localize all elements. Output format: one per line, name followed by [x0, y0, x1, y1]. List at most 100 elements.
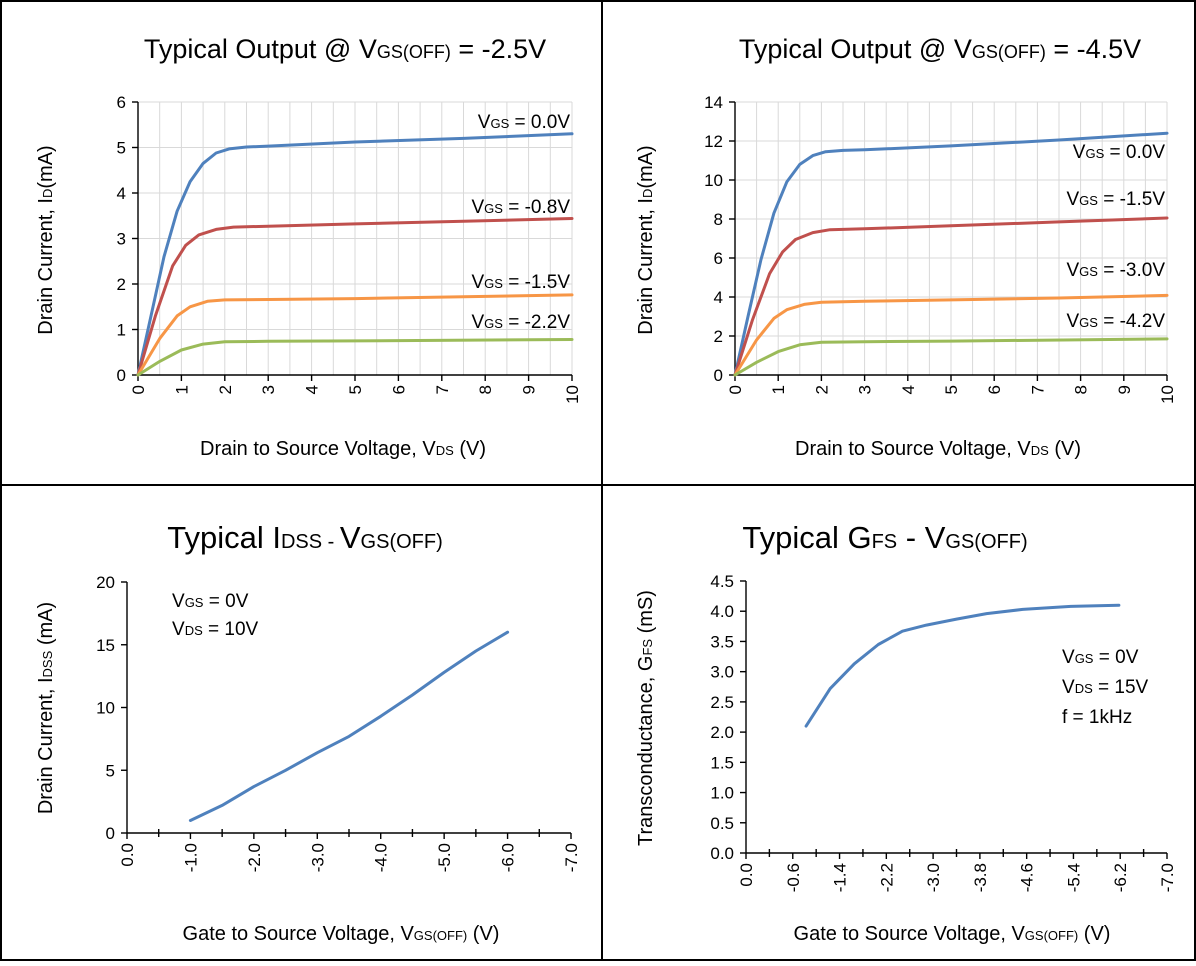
x-tick-label: 9 [520, 385, 539, 394]
chart-annotation: VDS = 15V [1062, 677, 1149, 698]
y-tick-label: 1.5 [710, 753, 734, 772]
y-tick-label: 2 [714, 327, 723, 346]
series-label: VGS = 0.0V [1073, 142, 1166, 163]
x-tick-label: 6 [389, 385, 408, 394]
x-tick-label: -5.0 [435, 843, 454, 872]
series-label: VGS = -3.0V [1066, 260, 1165, 281]
y-tick-label: 0 [117, 366, 126, 385]
series-label: VGS = -0.8V [471, 197, 570, 218]
x-tick-label: 0.0 [737, 863, 756, 887]
x-tick-label: -7.0 [562, 843, 581, 872]
y-tick-label: 0.5 [710, 814, 734, 833]
y-axis-label: Drain Current, ID(mA) [35, 145, 57, 334]
chart-title: Typical Output @ VGS(OFF) = -2.5V [144, 34, 546, 64]
x-tick-label: -3.0 [308, 843, 327, 872]
x-tick-label: 10 [563, 385, 582, 404]
chart-panel-1: 0 1 2 3 4 5 6 7 8 9 10 0 1 2 3 4 5 6 VGS = 0.0V VGS = -0.8V… [35, 34, 582, 460]
x-tick-label: 5 [942, 385, 961, 394]
y-axis-label: Drain Current, IDSS (mA) [35, 602, 57, 814]
series-line-2 [136, 217, 574, 377]
y-tick-label: 3 [117, 230, 126, 249]
chart-annotation: VGS = 0V [1062, 647, 1139, 668]
y-tick-label: 0.0 [710, 844, 734, 863]
x-tick-label: -6.2 [1111, 863, 1130, 892]
x-tick-label: 7 [433, 385, 452, 394]
x-tick-label: 3 [259, 385, 278, 394]
chart-annotation: f = 1kHz [1062, 707, 1132, 728]
y-tick-label: 12 [704, 132, 723, 151]
y-tick-label: 3.0 [710, 663, 734, 682]
x-tick-label: -3.8 [971, 863, 990, 892]
x-tick-label: -1.4 [831, 863, 850, 892]
y-axis-label: Drain Current, ID(mA) [635, 145, 657, 334]
chart-annotation: VDS = 10V [172, 619, 259, 640]
x-tick-label: -4.6 [1018, 863, 1037, 892]
series-line-1 [136, 132, 574, 377]
x-tick-label: 6 [985, 385, 1004, 394]
x-tick-label: 8 [476, 385, 495, 394]
series-label: VGS = 0.0V [478, 112, 571, 133]
x-tick-label: -4.0 [372, 843, 391, 872]
x-tick-label: 8 [1072, 385, 1091, 394]
series-label: VGS = -2.2V [471, 312, 570, 333]
x-tick-label: -7.0 [1158, 863, 1177, 892]
x-tick-label: 2 [216, 385, 235, 394]
y-tick-label: 0 [714, 366, 723, 385]
x-tick-label: -2.2 [877, 863, 896, 892]
y-tick-label: 2.5 [710, 693, 734, 712]
x-axis-label: Drain to Source Voltage, VDS (V) [200, 438, 486, 460]
y-tick-label: 2 [117, 275, 126, 294]
y-tick-label: 4.5 [710, 572, 734, 591]
x-tick-label: 4 [899, 385, 918, 394]
x-tick-label: -6.0 [499, 843, 518, 872]
y-tick-label: 5 [106, 761, 115, 780]
y-tick-label: 4 [714, 288, 723, 307]
y-tick-label: 6 [117, 93, 126, 112]
x-tick-label: 10 [1158, 385, 1177, 404]
y-tick-label: 3.5 [710, 632, 734, 651]
x-tick-label: 2 [812, 385, 831, 394]
series-line-2 [733, 216, 1169, 377]
x-tick-label: 4 [303, 385, 322, 394]
x-tick-label: 1 [172, 385, 191, 394]
x-tick-label: 7 [1028, 385, 1047, 394]
series-line-4 [136, 338, 574, 377]
x-tick-label: -5.4 [1064, 863, 1083, 892]
chart-title: Typical Output @ VGS(OFF) = -4.5V [739, 34, 1141, 64]
chart-panel-3: 0.0 -1.0 -2.0 -3.0 -4.0 -5.0 -6.0 -7.0 0 5 10 15 20 T… [35, 520, 581, 945]
y-tick-label: 4.0 [710, 602, 734, 621]
y-tick-label: 20 [96, 573, 115, 592]
y-tick-label: 4 [117, 184, 126, 203]
y-tick-label: 5 [117, 139, 126, 158]
series-line-1 [733, 131, 1169, 377]
x-tick-label: 1 [769, 385, 788, 394]
x-tick-label: 3 [856, 385, 875, 394]
chart-panel-4: 0.0 -0.6 -1.4 -2.2 -3.0 -3.8 -4.6 -5.4 -6.2 -7.0 0… [635, 520, 1177, 945]
x-axis-label: Gate to Source Voltage, VGS(OFF) (V) [794, 923, 1111, 945]
y-tick-label: 1 [117, 321, 126, 340]
y-tick-label: 10 [704, 171, 723, 190]
series-label: VGS = -1.5V [471, 272, 570, 293]
chart-title: Typical IDSS - VGS(OFF) [167, 520, 443, 555]
y-tick-label: 8 [714, 210, 723, 229]
y-tick-label: 2.0 [710, 723, 734, 742]
series-line-4 [733, 337, 1169, 377]
series-line-1 [804, 603, 1121, 728]
x-tick-label: 0 [726, 385, 745, 394]
x-tick-label: -1.0 [181, 843, 200, 872]
y-tick-label: 1.0 [710, 784, 734, 803]
series-line-3 [136, 293, 574, 377]
x-tick-label: -0.6 [784, 863, 803, 892]
y-axis-label: Transconductance, GFS (mS) [635, 590, 657, 846]
y-tick-label: 0 [106, 824, 115, 843]
y-tick-label: 14 [704, 93, 723, 112]
series-label: VGS = -1.5V [1066, 189, 1165, 210]
x-tick-label: -3.0 [924, 863, 943, 892]
x-tick-label: 0 [129, 385, 148, 394]
chart-title: Typical GFS - VGS(OFF) [742, 520, 1027, 555]
y-tick-label: 15 [96, 636, 115, 655]
